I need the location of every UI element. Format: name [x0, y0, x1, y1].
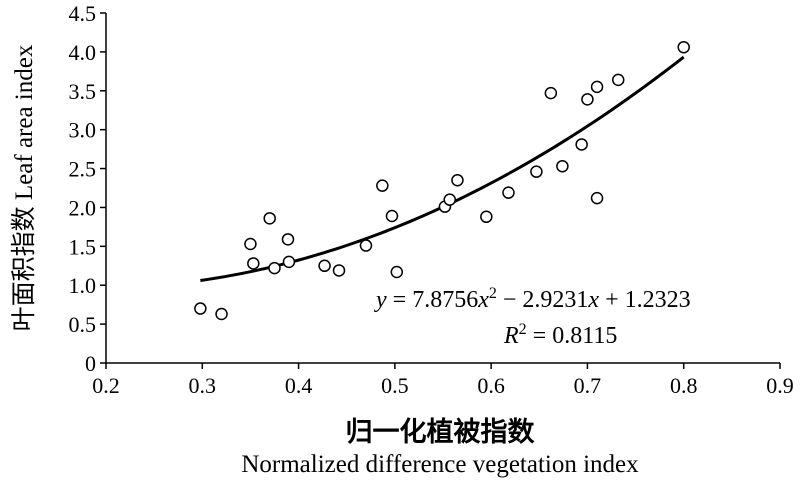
data-points: [194, 40, 690, 321]
data-point: [677, 40, 690, 54]
x-tick-label: 0.3: [189, 373, 217, 398]
x-tick-label: 0.4: [285, 373, 313, 398]
y-tick-label: 1.0: [69, 273, 97, 298]
data-point: [502, 186, 515, 199]
data-point: [318, 259, 331, 273]
y-tick-label: 2.5: [69, 157, 97, 182]
data-point: [359, 239, 373, 252]
x-axis-ticks: 0.2 0.3 0.4 0.5 0.6 0.7 0.8 0.9: [92, 363, 794, 398]
data-point: [611, 73, 625, 87]
data-point: [244, 237, 257, 251]
trend-curve: [200, 55, 685, 282]
x-tick-label: 0.7: [574, 373, 602, 398]
y-tick-label: 0.5: [69, 312, 97, 337]
data-point: [268, 261, 281, 275]
y-tick-label: 4.5: [69, 1, 97, 26]
data-point: [556, 159, 569, 173]
data-point: [215, 307, 228, 321]
x-tick-label: 0.5: [381, 373, 409, 398]
x-axis-title-english: Normalized difference vegetation index: [241, 451, 639, 478]
data-point: [385, 209, 399, 223]
data-point: [575, 138, 588, 151]
x-tick-label: 0.8: [670, 373, 698, 398]
data-point: [194, 302, 207, 315]
data-point: [590, 80, 604, 94]
x-axis-title-chinese: 归一化植被指数: [346, 416, 536, 447]
data-point: [376, 179, 389, 192]
data-point: [451, 173, 464, 187]
data-point: [590, 191, 604, 205]
y-tick-label: 0: [85, 351, 96, 376]
data-point: [332, 264, 346, 277]
data-point: [263, 212, 276, 225]
data-point: [544, 86, 558, 100]
data-point: [581, 93, 594, 106]
regression-equation: y = 7.8756x2 − 2.9231x + 1.2323: [374, 285, 691, 313]
x-tick-label: 0.9: [766, 373, 794, 398]
x-tick-label: 0.2: [92, 373, 120, 398]
data-point: [390, 265, 404, 279]
data-point: [281, 233, 295, 246]
y-tick-label: 1.5: [69, 234, 97, 259]
data-point: [530, 165, 543, 178]
data-point: [282, 255, 296, 269]
y-tick-label: 3.0: [69, 118, 97, 143]
y-axis-ticks: 0 0.5 1.0 1.5 2.0 2.5 3.0 3.5 4.0 4.5: [69, 1, 106, 376]
x-tick-label: 0.6: [477, 373, 505, 398]
data-point: [480, 210, 493, 224]
y-tick-label: 2.0: [69, 195, 97, 220]
y-tick-label: 4.0: [69, 40, 97, 65]
y-tick-label: 3.5: [69, 79, 97, 104]
data-point: [247, 257, 260, 270]
data-point: [443, 193, 456, 206]
r-squared-label: R2 = 0.8115: [503, 321, 617, 349]
y-axis-title: 叶面积指数 Leaf area index: [10, 44, 38, 331]
